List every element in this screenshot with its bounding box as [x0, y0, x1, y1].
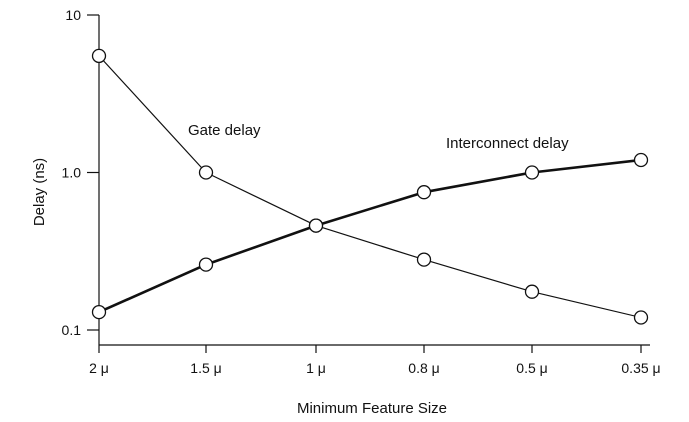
data-point-gate-delay [524, 284, 540, 299]
y-tick-label: 0.1 [62, 322, 82, 338]
series-label-interconnect-delay: Interconnect delay [446, 135, 569, 152]
data-point-interconnect-delay [198, 257, 214, 272]
x-axis-title: Minimum Feature Size [297, 400, 447, 417]
x-tick-label: 1.5 μ [190, 360, 221, 376]
x-tick-label: 0.35 μ [621, 360, 660, 376]
y-axis-title: Delay (ns) [31, 158, 48, 226]
x-tick-label: 1 μ [306, 360, 326, 376]
data-point-gate-delay [416, 252, 432, 267]
x-ticks: 2 μ 1.5 μ 1 μ 0.8 μ 0.5 μ 0.35 μ [89, 345, 661, 376]
y-tick-label: 1.0 [62, 165, 82, 181]
data-point-interconnect-delay [91, 304, 107, 320]
axes [98, 15, 650, 346]
data-point-gate-delay [198, 165, 214, 180]
x-tick-label: 0.8 μ [408, 360, 439, 376]
y-ticks: 10 1.0 0.1 [62, 7, 99, 338]
series-label-gate-delay: Gate delay [188, 122, 261, 139]
y-tick-label: 10 [65, 7, 81, 23]
x-tick-label: 0.5 μ [516, 360, 547, 376]
data-point-interconnect-delay [633, 152, 649, 168]
data-point-interconnect-delay [308, 218, 324, 233]
data-point-interconnect-delay [416, 185, 432, 200]
series-group [91, 48, 649, 325]
data-point-gate-delay [633, 310, 649, 325]
data-point-gate-delay [91, 48, 107, 64]
x-tick-label: 2 μ [89, 360, 109, 376]
series-line-gate-delay [98, 55, 642, 319]
data-point-interconnect-delay [524, 165, 540, 180]
series-line-interconnect-delay [98, 158, 642, 314]
